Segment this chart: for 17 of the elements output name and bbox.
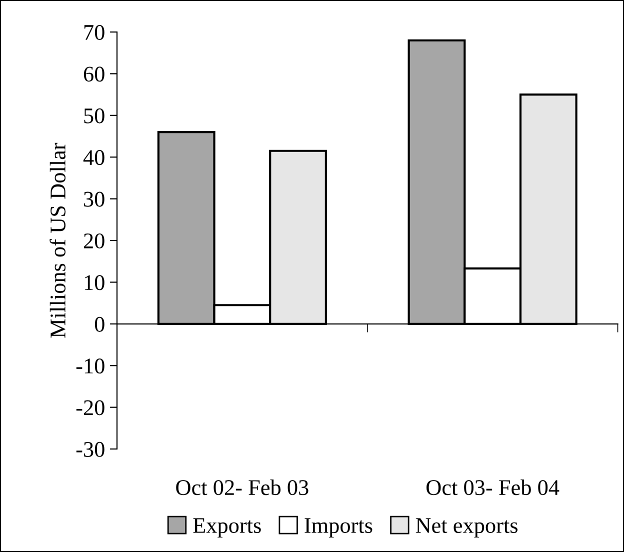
y-axis-title: Millions of US Dollar [50, 142, 66, 338]
legend-label: Net exports [416, 518, 518, 538]
y-tick-label: 60 [84, 66, 104, 82]
y-tick-label: -10 [76, 358, 104, 374]
y-tick-label: -20 [76, 400, 104, 416]
y-tick-label: 30 [84, 192, 104, 207]
y-tick-label: 40 [83, 150, 104, 166]
legend-label: Imports [304, 518, 372, 538]
y-tick-label: 0 [94, 316, 104, 332]
y-tick-label: 20 [84, 233, 104, 248]
y-tick-label: 70 [84, 24, 104, 40]
legend-label: Exports [193, 518, 261, 538]
x-tick-label: Oct 03- Feb 04 [426, 479, 560, 496]
y-tick-label: 50 [84, 108, 104, 124]
x-tick-label: Oct 02- Feb 03 [176, 479, 308, 496]
y-tick-label: 10 [84, 275, 104, 290]
y-tick-label: -30 [76, 442, 104, 457]
